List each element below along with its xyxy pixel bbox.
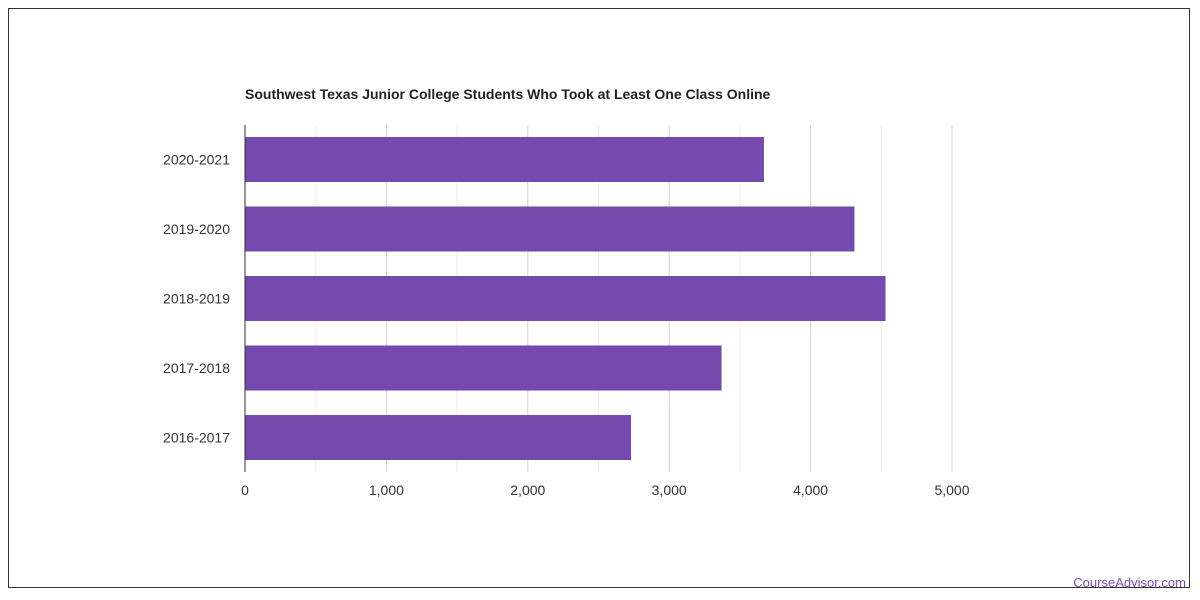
bar-2020-2021[interactable]: [245, 137, 764, 182]
x-tick-label: 0: [241, 482, 249, 498]
category-label: 2018-2019: [163, 291, 230, 307]
x-tick-label: 1,000: [369, 482, 404, 498]
x-tick-label: 4,000: [793, 482, 828, 498]
axes: 2020-2021 2019-2020 2018-2019 2017-2018 2016…: [163, 125, 970, 498]
chart-title: Southwest Texas Junior College Students …: [245, 86, 771, 102]
x-tick-label: 3,000: [652, 482, 687, 498]
bar-2019-2020[interactable]: [245, 206, 855, 252]
bars: [245, 137, 886, 460]
bar-2016-2017[interactable]: [245, 415, 632, 460]
category-label: 2020-2021: [163, 152, 230, 168]
bar-2017-2018[interactable]: [245, 345, 722, 391]
bar-2018-2019[interactable]: [245, 276, 886, 321]
x-tick-label: 2,000: [510, 482, 545, 498]
x-tick-label: 5,000: [934, 482, 969, 498]
source-watermark[interactable]: CourseAdvisor.com: [1073, 575, 1186, 590]
category-label: 2019-2020: [163, 221, 230, 237]
category-label: 2017-2018: [163, 360, 230, 376]
category-label: 2016-2017: [163, 430, 230, 446]
